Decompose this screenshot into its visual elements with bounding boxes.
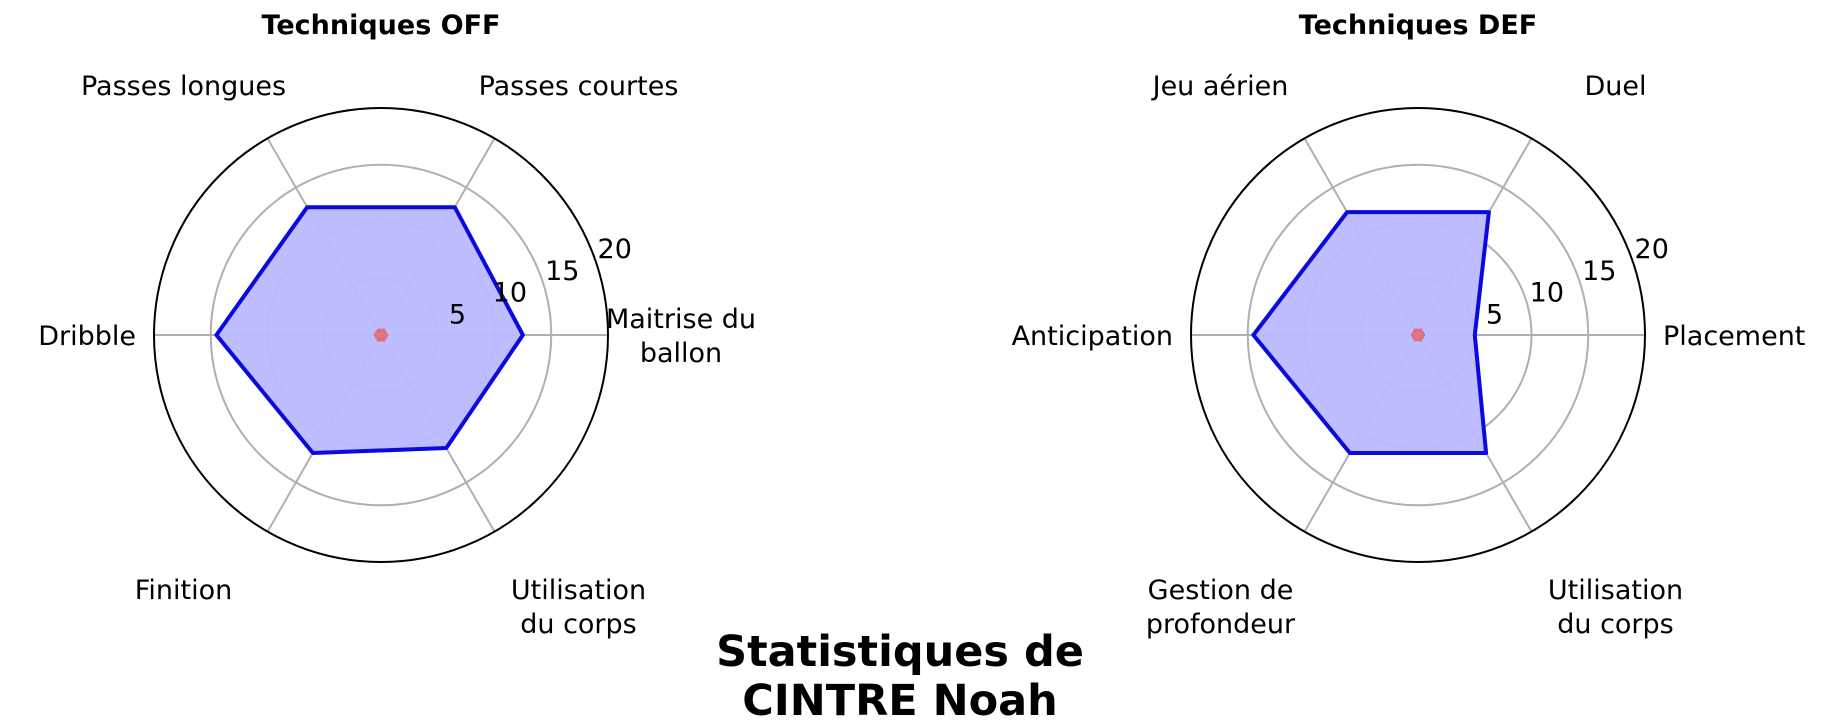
c1-title: Techniques DEF (1299, 10, 1537, 41)
c1-axis-label-2-line1: Jeu aérien (1151, 71, 1289, 102)
c0-axis-label-0-line2: ballon (640, 338, 722, 369)
c1-axis-label-5-line1: Utilisation (1548, 575, 1683, 606)
c1-rtick-label-2: 15 (1582, 256, 1616, 287)
c1-rtick-label-0: 5 (1486, 299, 1503, 330)
c0-title: Techniques OFF (261, 10, 500, 41)
figure-suptitle-line2: CINTRE Noah (742, 676, 1058, 723)
c1-rtick-label-3: 20 (1635, 234, 1669, 265)
c0-axis-label-4-line1: Finition (135, 575, 232, 606)
c1-series-1-polygon (1410, 328, 1426, 342)
c1-axis-label-4-line1: Gestion de (1148, 575, 1294, 606)
c1-axis-label-5-line2: du corps (1557, 609, 1674, 640)
radar-chart-def: 5 10 15 20 Placement Duel Jeu aérien Anticipati… (1012, 10, 1806, 640)
c0-axis-label-1-line1: Passes courtes (479, 71, 679, 102)
c1-outer-ring (1190, 107, 1646, 563)
c0-rtick-label-2: 15 (545, 256, 579, 287)
c1-axis-label-1-line1: Duel (1584, 71, 1646, 102)
c0-outer-ring (153, 107, 609, 563)
c1-axis-label-3-line1: Anticipation (1012, 321, 1173, 352)
c0-rtick-label-3: 20 (598, 234, 632, 265)
c0-axis-label-5-line1: Utilisation (511, 575, 646, 606)
c1-series-0-polygon (1251, 210, 1491, 455)
c0-rtick-label-0: 5 (449, 299, 466, 330)
figure-suptitle-line1: Statistiques de (716, 627, 1084, 677)
c1-axis-label-4-line2: profondeur (1146, 609, 1296, 640)
c0-axis-label-5-line2: du corps (520, 609, 637, 640)
c0-series-0-polygon (214, 205, 525, 455)
c0-axis-label-3-line1: Dribble (38, 321, 136, 352)
c0-rtick-label-1: 10 (493, 278, 527, 309)
c1-rtick-label-1: 10 (1530, 278, 1564, 309)
c0-series-1-polygon (373, 328, 389, 342)
c1-axis-label-0-line1: Placement (1663, 321, 1805, 352)
c0-axis-label-2-line1: Passes longues (81, 71, 286, 102)
c0-axis-label-0-line1: Maitrise du (606, 304, 756, 335)
